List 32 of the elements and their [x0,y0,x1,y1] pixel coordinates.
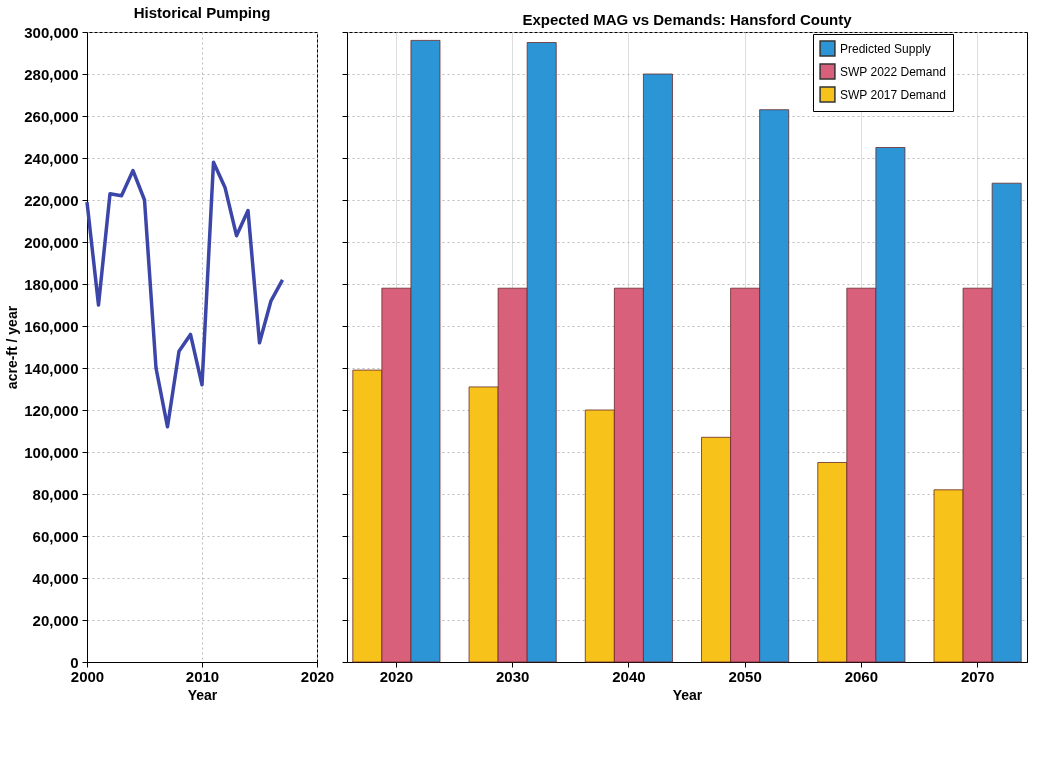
line-series [85,160,285,429]
x-tick-label: 2030 [495,667,530,685]
x-tick-label: 2020 [300,667,335,685]
y-tick-label: 220,000 [24,191,79,209]
y-tick-label: 200,000 [24,233,79,251]
x-tick-label: 2060 [844,667,879,685]
y-tick-label: 260,000 [24,107,79,125]
x-tick-label: 2040 [612,667,646,685]
x-tick-label: 2020 [379,667,414,685]
y-tick-label: 300,000 [24,23,79,41]
chart-title: Historical Pumping [133,4,271,21]
x-tick-label: 2010 [185,667,220,685]
y-tick-label: 160,000 [24,317,79,335]
legend-label: SWP 2022 Demand [840,64,946,79]
x-axis-title: Year [187,686,218,703]
y-tick-label: 180,000 [24,275,79,293]
y-tick-label: 60,000 [32,527,79,545]
y-axis-title: acre-ft / year [4,305,21,390]
y-tick-label: 20,000 [32,611,79,629]
y-tick-label: 140,000 [24,359,79,377]
legend-label: SWP 2017 Demand [840,87,946,102]
y-tick-label: 240,000 [24,149,79,167]
y-tick-label: 80,000 [32,485,79,503]
legend-label: Predicted Supply [840,41,931,56]
y-tick-label: 120,000 [24,401,79,419]
y-tick-label: 40,000 [32,569,79,587]
x-axis-title: Year [672,686,703,703]
y-tick-label: 280,000 [24,65,79,83]
y-tick-label: 100,000 [24,443,79,461]
chart-title: Expected MAG vs Demands: Hansford County [522,10,853,28]
x-tick-label: 2050 [728,667,762,685]
x-tick-label: 2070 [960,667,995,685]
